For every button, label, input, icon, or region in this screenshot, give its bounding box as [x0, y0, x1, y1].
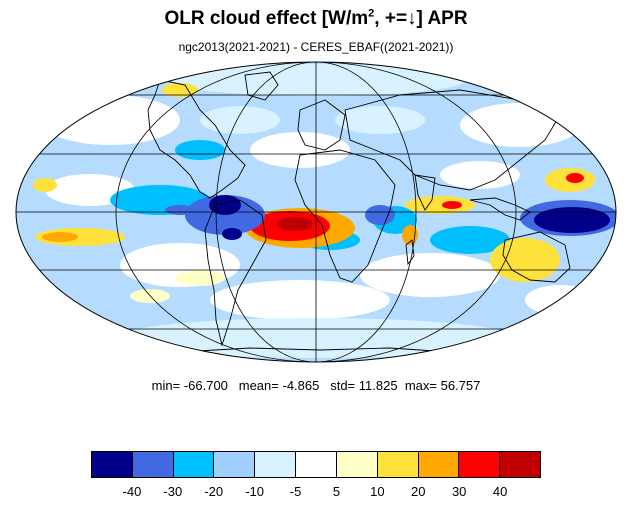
title-superscript: 2 — [368, 7, 375, 20]
colorbar-tick-label: -5 — [289, 484, 302, 499]
colorbar-swatch — [336, 452, 378, 477]
map-subtitle: ngc2013(2021-2021) - CERES_EBAF((2021-20… — [178, 40, 454, 54]
stat-mean-value: -4.865 — [282, 378, 320, 393]
pattern-medium-blue — [110, 140, 510, 254]
colorbar-swatch — [459, 452, 501, 477]
coastlines — [147, 71, 571, 353]
title-text: OLR cloud effect [W/m — [164, 8, 369, 29]
map-title: OLR cloud effect [W/m2, +=↓] APR — [0, 8, 632, 30]
stat-max-label: max= — [404, 378, 437, 393]
colorbar-swatch — [377, 452, 419, 477]
map-field — [16, 62, 616, 362]
colorbar-swatch — [500, 452, 540, 477]
colorbar-swatch — [418, 452, 460, 477]
stat-max-value: 56.757 — [440, 378, 481, 393]
colorbar-swatch — [255, 452, 297, 477]
stat-min-label: min= — [151, 378, 181, 393]
map-border — [15, 61, 617, 363]
pattern-negative — [165, 195, 616, 240]
colorbar-tick-label: -10 — [245, 484, 265, 499]
colorbar-tick-label: -20 — [204, 484, 224, 499]
colorbar-tick-label: 5 — [332, 484, 341, 499]
colorbar-tick-label: -30 — [163, 484, 183, 499]
colorbar-tick-label: 20 — [411, 484, 426, 499]
stat-std-value: 11.825 — [358, 378, 398, 393]
statistics-line: min= -66.700 mean= -4.865 std= 11.825 ma… — [0, 378, 632, 393]
colorbar-tick-label: 30 — [451, 484, 467, 499]
stat-mean-label: mean= — [238, 378, 279, 393]
pattern-light — [40, 64, 595, 358]
colorbar-tick-label: -40 — [122, 484, 142, 499]
colorbar-swatch — [132, 452, 174, 477]
colorbar-swatch — [296, 452, 337, 477]
colorbar — [91, 451, 541, 478]
colorbar-tick-label: 10 — [370, 484, 385, 499]
title-text-rest: , +=↓] APR — [374, 8, 468, 29]
colorbar-swatch — [92, 452, 133, 477]
colorbar-tick-label: 40 — [492, 484, 508, 499]
stat-min-value: -66.700 — [183, 378, 228, 393]
stat-std-label: std= — [330, 378, 356, 393]
colorbar-swatch — [214, 452, 256, 477]
colorbar-swatch — [173, 452, 215, 477]
